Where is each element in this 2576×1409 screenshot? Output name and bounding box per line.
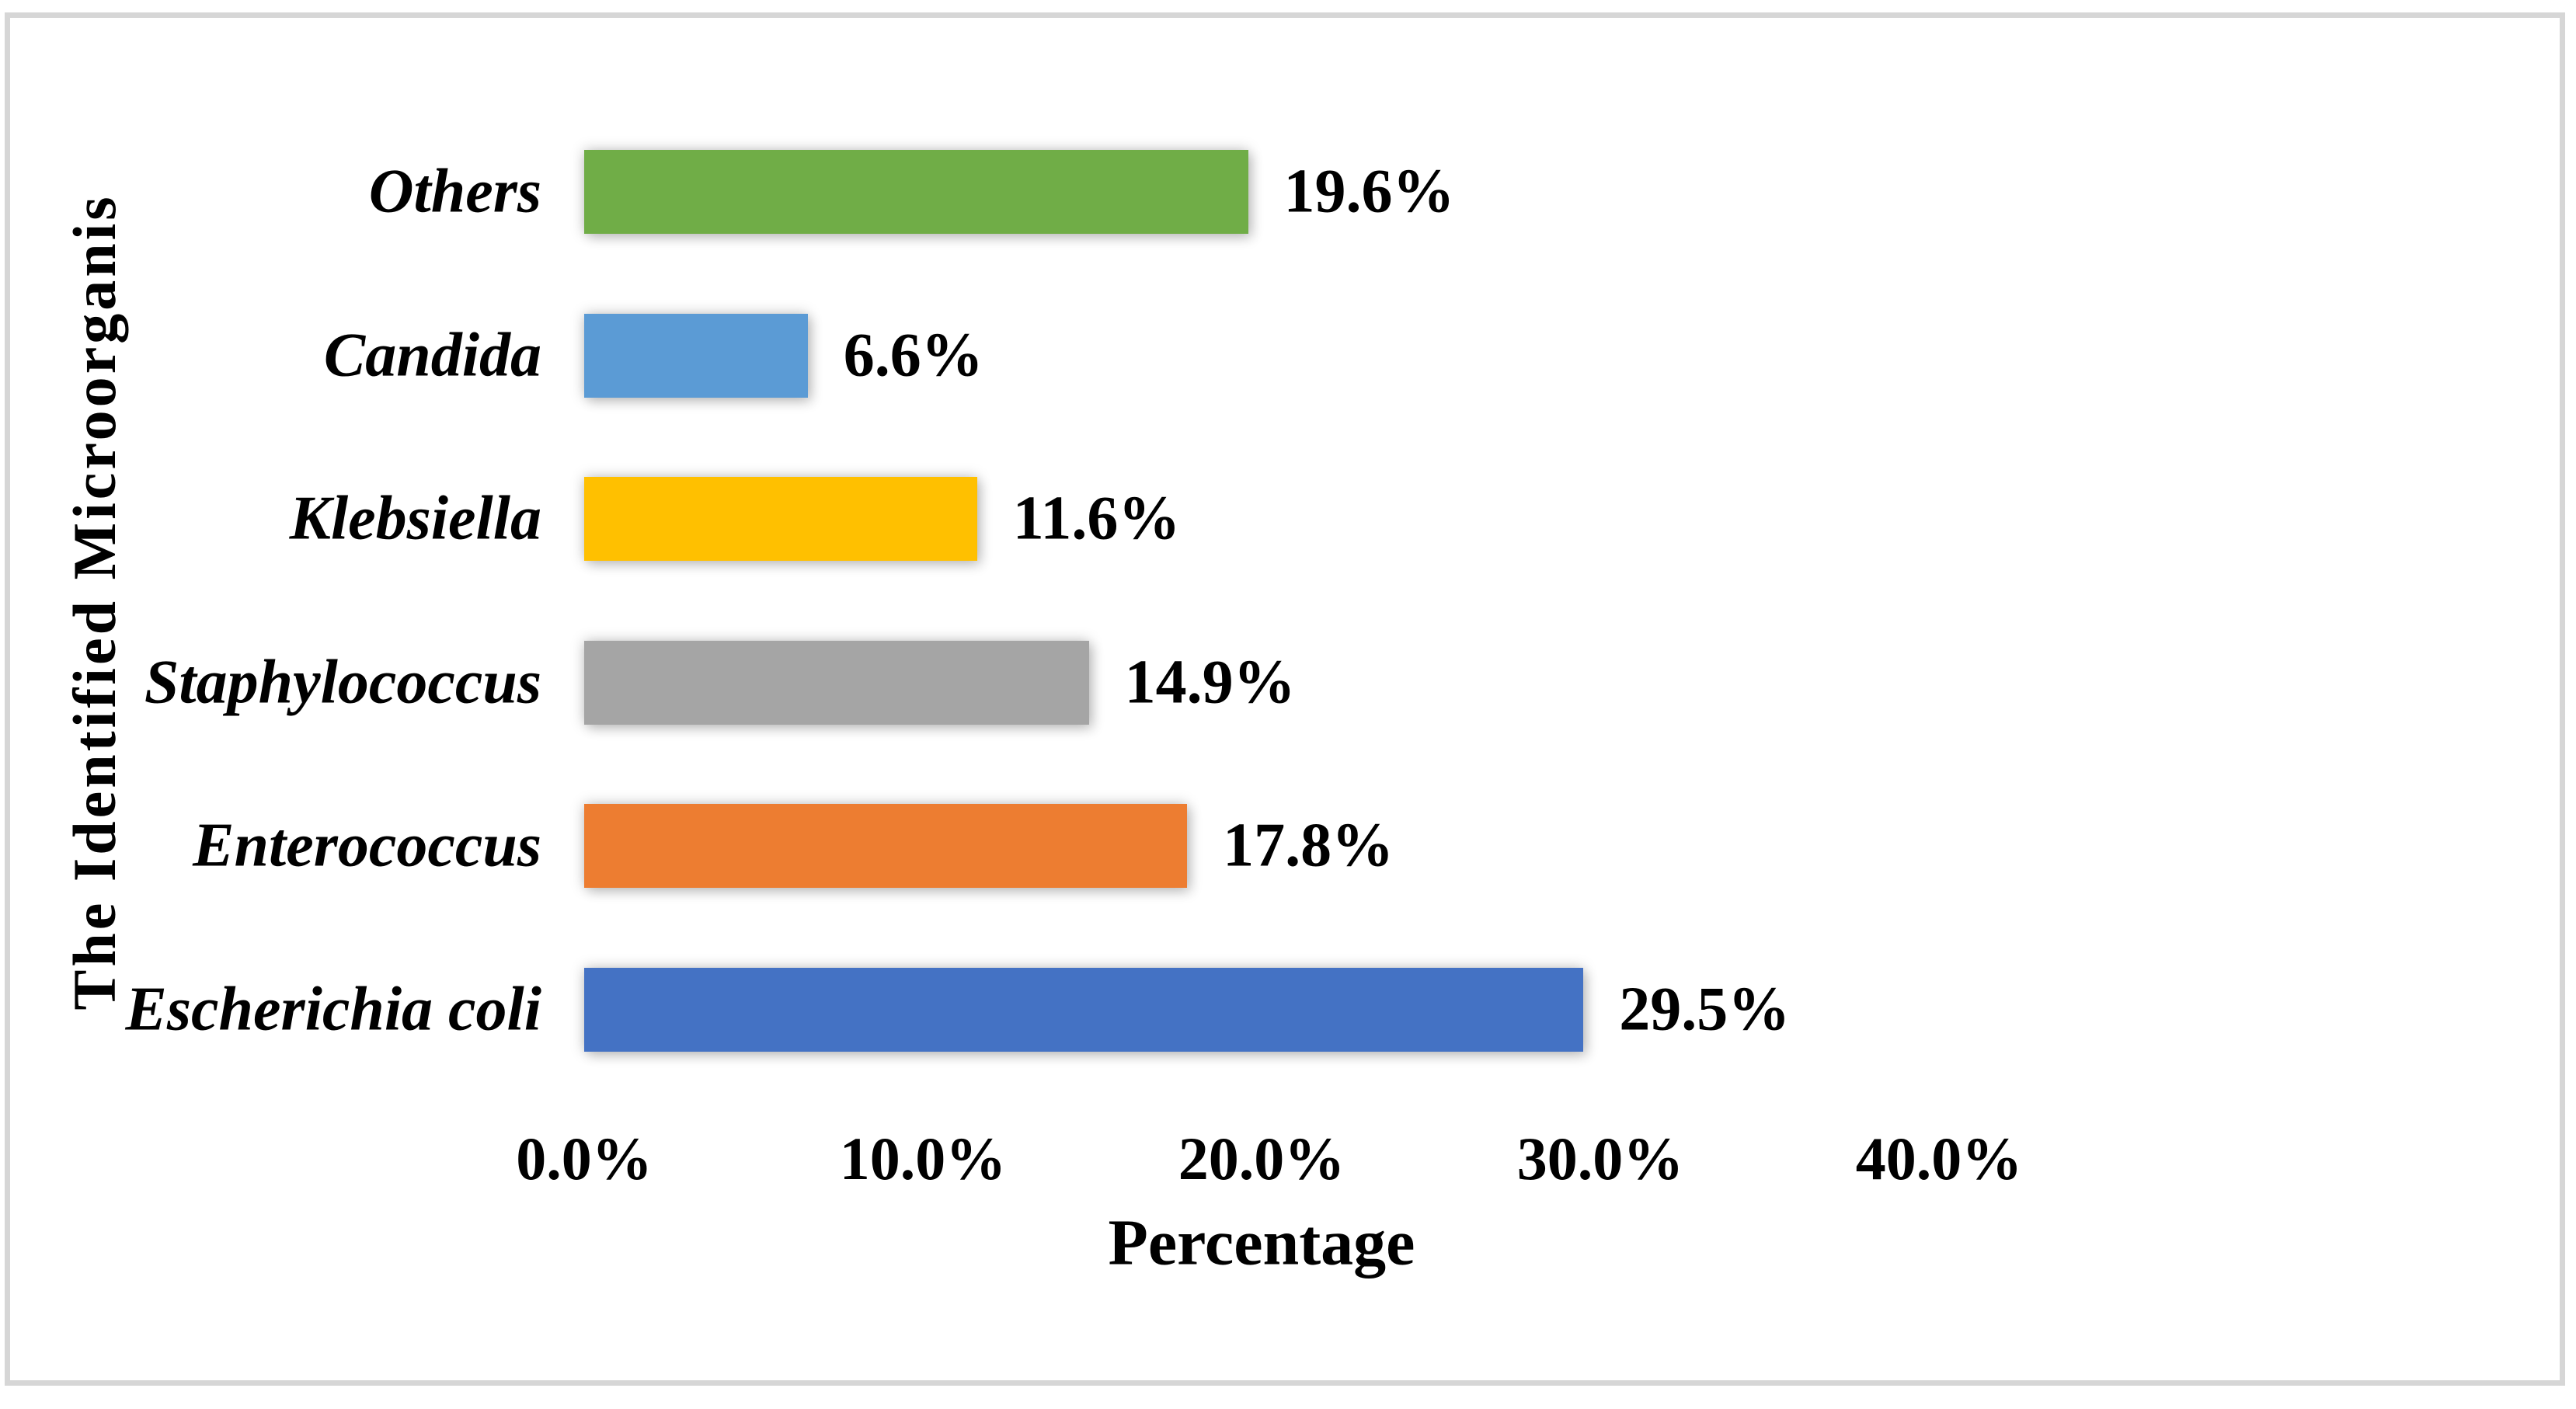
x-axis-title: Percentage (1108, 1206, 1415, 1279)
bar (584, 640, 1089, 725)
x-tick-label: 40.0% (1855, 1125, 2023, 1192)
bar (584, 477, 977, 562)
bar (584, 968, 1584, 1052)
value-label: 29.5% (1619, 975, 1791, 1044)
x-tick-label: 0.0% (516, 1125, 653, 1192)
bar (584, 150, 1248, 234)
category-label: Escherichia coli (125, 975, 541, 1044)
category-label: Staphylococcus (144, 648, 541, 717)
x-tick-label: 10.0% (839, 1125, 1007, 1192)
category-label: Candida (323, 321, 541, 390)
value-label: 17.8% (1223, 811, 1394, 880)
value-label: 19.6% (1283, 157, 1455, 226)
category-label: Klebsiella (289, 484, 541, 553)
value-label: 6.6% (843, 321, 983, 390)
x-tick-label: 30.0% (1516, 1125, 1684, 1192)
bar (584, 804, 1188, 889)
value-label: 11.6% (1012, 484, 1181, 553)
bar (584, 313, 808, 398)
value-label: 14.9% (1124, 648, 1296, 717)
x-tick-label: 20.0% (1178, 1125, 1345, 1192)
category-label: Others (368, 157, 541, 226)
category-label: Enterococcus (193, 811, 541, 880)
